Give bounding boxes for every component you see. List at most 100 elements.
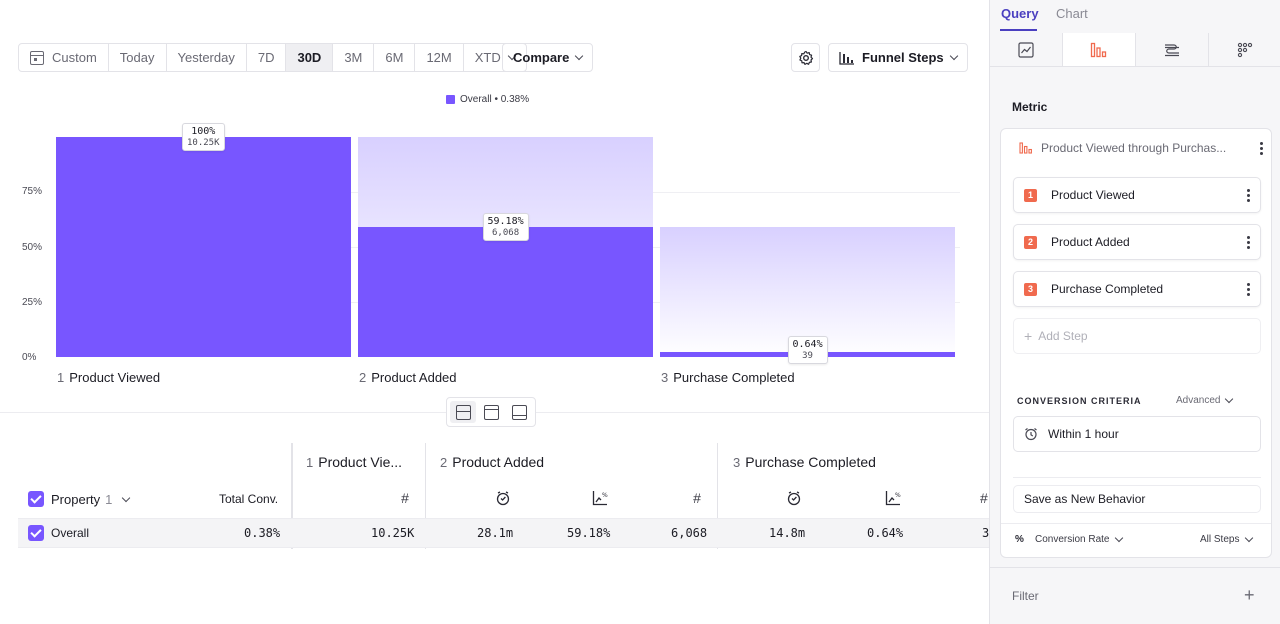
conversion-criteria-title: CONVERSION CRITERIA [1017,396,1142,406]
date-7d-button[interactable]: 7D [247,44,287,71]
chart-settings-button[interactable] [791,43,820,72]
advanced-label: Advanced [1176,395,1221,406]
conversion-rate-icon[interactable]: % [885,490,901,506]
bar-value-label: 59.18% 6,068 [482,212,529,241]
date-12m-button[interactable]: 12M [415,44,464,71]
row-step2-rate: 59.18% [567,526,611,540]
count-hash-icon[interactable]: # [401,490,409,506]
percent-label: 0.64% [792,339,823,350]
divider [1013,477,1261,478]
select-all-checkbox[interactable] [28,491,44,507]
total-conv-header[interactable]: Total Conv. [219,492,279,506]
funnel-step-1[interactable]: 1 Product Viewed [1013,177,1261,213]
add-step-label: Add Step [1038,329,1088,343]
date-custom-button[interactable]: Custom [19,44,109,71]
report-type-flows-tab[interactable] [1136,33,1209,66]
row-step3-time: 14.8m [769,526,806,540]
add-step-button[interactable]: + Add Step [1013,318,1261,354]
count-hash-icon[interactable]: # [693,490,701,506]
chart-view-icon [483,404,499,420]
more-options-icon[interactable] [1247,282,1250,296]
row-checkbox[interactable] [28,525,44,541]
date-yesterday-button[interactable]: Yesterday [167,44,247,71]
time-to-convert-icon[interactable] [786,490,802,506]
date-6m-button[interactable]: 6M [374,44,416,71]
table-header-step-2[interactable]: 2 Product Added [440,454,544,470]
line-chart-icon [1018,41,1034,58]
layout-table-only-button[interactable] [506,401,532,423]
metric-section-title: Metric [1012,100,1048,114]
more-options-icon[interactable] [1260,141,1263,155]
row-step3-count: 3 [982,526,989,540]
chevron-down-icon [1225,394,1234,404]
property-label: Property [51,492,101,507]
funnel-steps-dropdown[interactable]: Funnel Steps [828,43,968,72]
conversion-rate-label: Conversion Rate [1035,534,1110,545]
report-type-funnels-tab[interactable] [1063,33,1136,66]
add-filter-plus-icon[interactable]: + [1244,585,1255,605]
percent-icon: % [1015,534,1024,545]
table-row[interactable] [18,518,989,548]
conversion-rate-dropdown[interactable]: Conversion Rate [1035,533,1124,545]
step-number: 1 [306,455,314,470]
layout-chart-only-button[interactable] [478,401,504,423]
y-tick-label: 25% [22,297,43,308]
plus-icon: + [1024,328,1033,344]
bar-value-label: 100% 10.25K [182,123,225,151]
row-step2-time: 28.1m [477,526,514,540]
retention-dots-icon [1237,42,1253,57]
more-options-icon[interactable] [1247,235,1250,249]
all-steps-dropdown[interactable]: All Steps [1200,533,1254,545]
date-today-button[interactable]: Today [109,44,167,71]
save-as-new-behavior-button[interactable]: Save as New Behavior [1013,485,1261,513]
step-axis-label: 3 Purchase Completed [661,370,795,385]
property-column-header[interactable]: Property 1 [51,492,131,507]
step-number: 3 [733,455,741,470]
step-number: 1 [57,370,65,385]
gear-icon [798,50,813,65]
chart-legend[interactable]: Overall • 0.38% [446,94,529,105]
step-badge: 1 [1024,188,1037,202]
main-area: Custom Today Yesterday 7D 30D 3M 6M 12M … [0,0,989,624]
metric-header[interactable]: Product Viewed through Purchas... [1019,141,1263,155]
funnel-step-3[interactable]: 3 Purchase Completed [1013,271,1261,307]
chevron-down-icon [949,51,958,61]
time-to-convert-icon[interactable] [495,490,511,506]
advanced-dropdown[interactable]: Advanced [1176,394,1234,406]
report-type-insights-tab[interactable] [990,33,1063,66]
tab-chart[interactable]: Chart [1056,6,1088,21]
tab-query[interactable]: Query [1001,6,1039,21]
chevron-down-icon [575,51,584,61]
legend-swatch [446,95,455,104]
conversion-rate-icon[interactable]: % [592,490,608,506]
date-3m-button[interactable]: 3M [333,44,375,71]
query-panel: Query Chart Metric Product Viewed throug… [989,0,1280,624]
column-divider [291,443,293,549]
layout-split-button[interactable] [450,401,476,423]
compare-button[interactable]: Compare [502,43,594,72]
row-step1-count: 10.25K [371,526,415,540]
y-tick-label: 75% [22,186,43,197]
split-view-icon [455,404,471,420]
y-tick-label: 50% [22,242,43,253]
step-badge: 3 [1024,282,1037,296]
funnel-bar[interactable] [358,226,653,357]
table-header-step-3[interactable]: 3 Purchase Completed [733,454,876,470]
count-label: 10.25K [187,138,220,148]
funnel-step-2[interactable]: 2 Product Added [1013,224,1261,260]
step-axis-label: 2 Product Added [359,370,457,385]
date-xtd-dropdown[interactable]: XTD [464,44,526,71]
date-30d-button[interactable]: 30D [286,44,334,71]
step-name: Product Added [371,370,457,385]
table-header-step-1[interactable]: 1 Product Vie... [306,454,402,470]
svg-text:%: % [602,492,608,499]
more-options-icon[interactable] [1247,188,1250,202]
conversion-window-field[interactable]: Within 1 hour [1013,416,1261,452]
count-hash-icon[interactable]: # [980,490,988,506]
report-type-retention-tab[interactable] [1209,33,1280,66]
metric-card: Product Viewed through Purchas... 1 Prod… [1000,128,1272,558]
conversion-window-label: Within 1 hour [1048,427,1119,441]
funnel-bar[interactable] [56,137,351,357]
date-xtd-label: XTD [474,50,501,65]
chevron-down-icon [122,493,131,503]
